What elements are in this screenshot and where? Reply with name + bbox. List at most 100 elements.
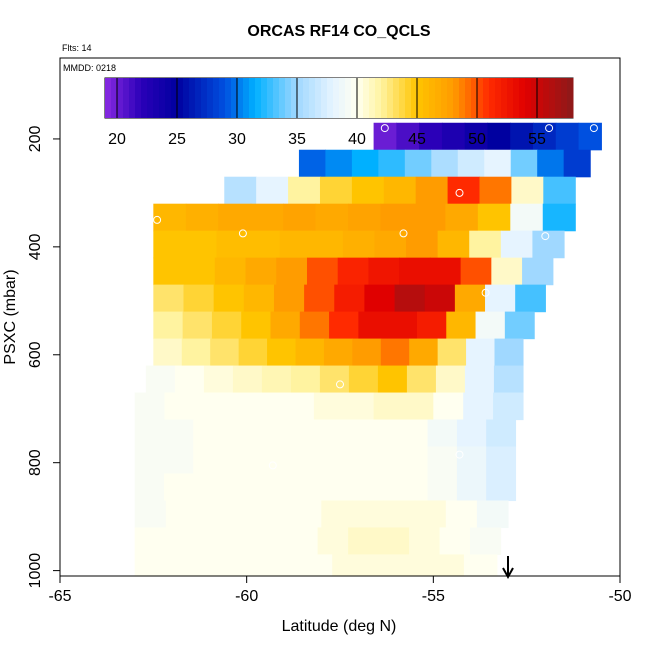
heatmap-cell xyxy=(200,554,235,577)
colorbar-swatch xyxy=(291,78,298,118)
heatmap-cell xyxy=(469,230,502,259)
heatmap-cell xyxy=(466,338,496,367)
colorbar-swatch xyxy=(423,78,430,118)
colorbar-tick-label: 35 xyxy=(288,131,306,148)
colorbar-swatch xyxy=(333,78,340,118)
heatmap-cell xyxy=(163,473,194,502)
y-tick-label: 800 xyxy=(27,449,44,476)
heatmap-cell xyxy=(404,149,432,178)
heatmap-cell xyxy=(295,338,325,367)
heatmap-cell xyxy=(281,473,312,502)
colorbar-swatch xyxy=(165,78,172,118)
y-tick-label: 600 xyxy=(27,341,44,368)
heatmap-cell xyxy=(319,176,353,205)
heatmap-cell xyxy=(348,203,382,232)
colorbar-swatch xyxy=(309,78,316,118)
plot-frame xyxy=(59,57,621,577)
heatmap-cell xyxy=(167,554,202,577)
colorbar-swatch xyxy=(135,78,142,118)
colorbar-tick-label: 30 xyxy=(228,131,246,148)
colorbar-swatch xyxy=(243,78,250,118)
heatmap-cell xyxy=(398,554,432,577)
x-tick-label: -50 xyxy=(608,588,631,605)
colorbar-swatch xyxy=(153,78,160,118)
sample-marker xyxy=(336,380,344,389)
heatmap-cell xyxy=(226,527,258,556)
heatmap-cell xyxy=(134,554,169,577)
heatmap-cell xyxy=(337,257,370,286)
heatmap-cell xyxy=(383,176,417,205)
heatmap-cell xyxy=(493,392,524,421)
colorbar-swatch xyxy=(561,78,568,118)
heatmap-cell xyxy=(380,338,410,367)
heatmap-cell xyxy=(134,473,165,502)
heatmap-cell xyxy=(398,419,429,448)
y-tick-label: 1000 xyxy=(27,553,44,589)
colorbar-swatch xyxy=(519,78,526,118)
heatmap-cell xyxy=(266,554,300,577)
heatmap-cell xyxy=(250,203,284,232)
colorbar-swatch xyxy=(369,78,376,118)
heatmap-cell xyxy=(378,149,406,178)
heatmap-cell xyxy=(325,149,353,178)
colorbar-swatch xyxy=(231,78,238,118)
heatmap-cell xyxy=(182,311,213,340)
heatmap-cell xyxy=(299,554,333,577)
heatmap-cell xyxy=(218,203,252,232)
heatmap-cell xyxy=(435,365,466,394)
heatmap-cell xyxy=(304,284,335,313)
colorbar-swatch xyxy=(495,78,502,118)
heatmap-cell xyxy=(290,500,322,529)
sample-marker xyxy=(153,215,162,224)
colorbar-tick-label: 25 xyxy=(168,131,186,148)
heatmap-cell xyxy=(510,122,534,151)
heatmap-cell xyxy=(174,365,205,394)
heatmap-cell xyxy=(454,284,486,313)
heatmap-cell xyxy=(184,257,216,286)
heatmap-cell xyxy=(183,284,215,313)
heatmap-cell xyxy=(365,554,399,577)
colorbar-tick-label: 45 xyxy=(408,131,426,148)
colorbar-swatch xyxy=(297,78,304,118)
heatmap-cell xyxy=(348,365,379,394)
heatmap-cell xyxy=(533,122,557,151)
heatmap-cell xyxy=(460,257,492,286)
heatmap-cell xyxy=(233,554,267,577)
colorbar-tick-label: 50 xyxy=(468,131,486,148)
heatmap-cell xyxy=(406,365,437,394)
y-tick-label: 200 xyxy=(27,125,44,152)
colorbar-swatch xyxy=(171,78,178,118)
heatmap-cell xyxy=(153,338,183,367)
heatmap-cell xyxy=(323,338,353,367)
heatmap-cell xyxy=(369,473,399,502)
heatmap-cell xyxy=(224,392,255,421)
colorbar-swatch xyxy=(159,78,166,118)
colorbar-swatch xyxy=(189,78,196,118)
colorbar-swatch xyxy=(489,78,496,118)
heatmap-cell xyxy=(214,257,247,286)
heatmap-cell xyxy=(409,338,439,367)
heatmap-cell xyxy=(406,230,439,259)
heatmap-cell xyxy=(515,284,546,313)
heatmap-cell xyxy=(500,230,534,259)
heatmap-cell xyxy=(485,284,516,313)
colorbar-swatch xyxy=(399,78,406,118)
arrow-head xyxy=(502,567,514,580)
heatmap-cell xyxy=(399,257,431,286)
colorbar-swatch xyxy=(303,78,310,118)
heatmap-cell xyxy=(329,311,359,340)
heatmap-cell xyxy=(510,203,544,232)
heatmap-cell xyxy=(145,365,176,394)
colorbar-swatch xyxy=(249,78,256,118)
colorbar-swatch xyxy=(183,78,190,118)
heatmap-cell xyxy=(441,122,466,151)
heatmap-cell xyxy=(165,527,197,556)
heatmap-cell xyxy=(251,473,282,502)
colorbar-swatch xyxy=(207,78,214,118)
heatmap-cell xyxy=(134,392,166,421)
heatmap-cell xyxy=(310,473,341,502)
heatmap-cell xyxy=(319,365,350,394)
sample-markers xyxy=(153,124,598,470)
heatmap-cell xyxy=(433,392,464,421)
heatmap-cell xyxy=(416,311,447,340)
